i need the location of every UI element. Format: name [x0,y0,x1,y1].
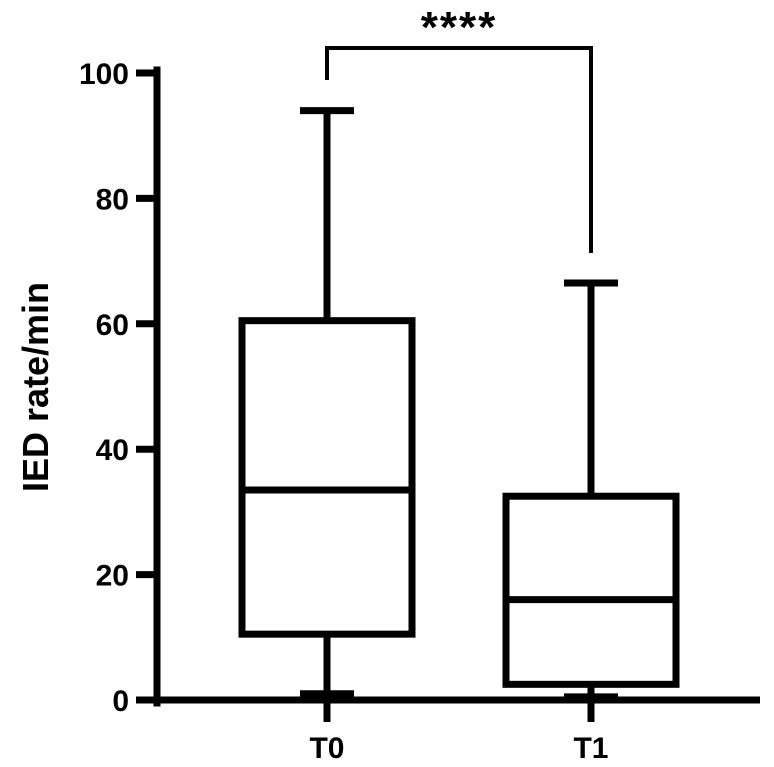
x-tick-label: T0 [309,732,344,765]
y-tick-label: 80 [96,183,129,216]
y-tick-label: 0 [112,685,129,718]
boxes [238,107,680,701]
significance-label: **** [421,3,498,52]
bracket-line [325,46,593,253]
y-axis: 0 20 40 60 80 100 [79,58,161,718]
y-tick-label: 40 [96,434,129,467]
x-tick-label: T1 [573,732,608,765]
iqr-box [502,492,680,688]
box-t0 [238,107,416,698]
y-tick-label: 60 [96,309,129,342]
significance-bracket: **** [325,3,593,253]
y-tick-label: 100 [79,58,129,91]
y-tick-label: 20 [96,560,129,593]
y-axis-title: IED rate/min [15,282,56,492]
iqr-box [238,317,416,638]
x-axis: T0 T1 [154,696,760,765]
box-t1 [502,279,680,701]
